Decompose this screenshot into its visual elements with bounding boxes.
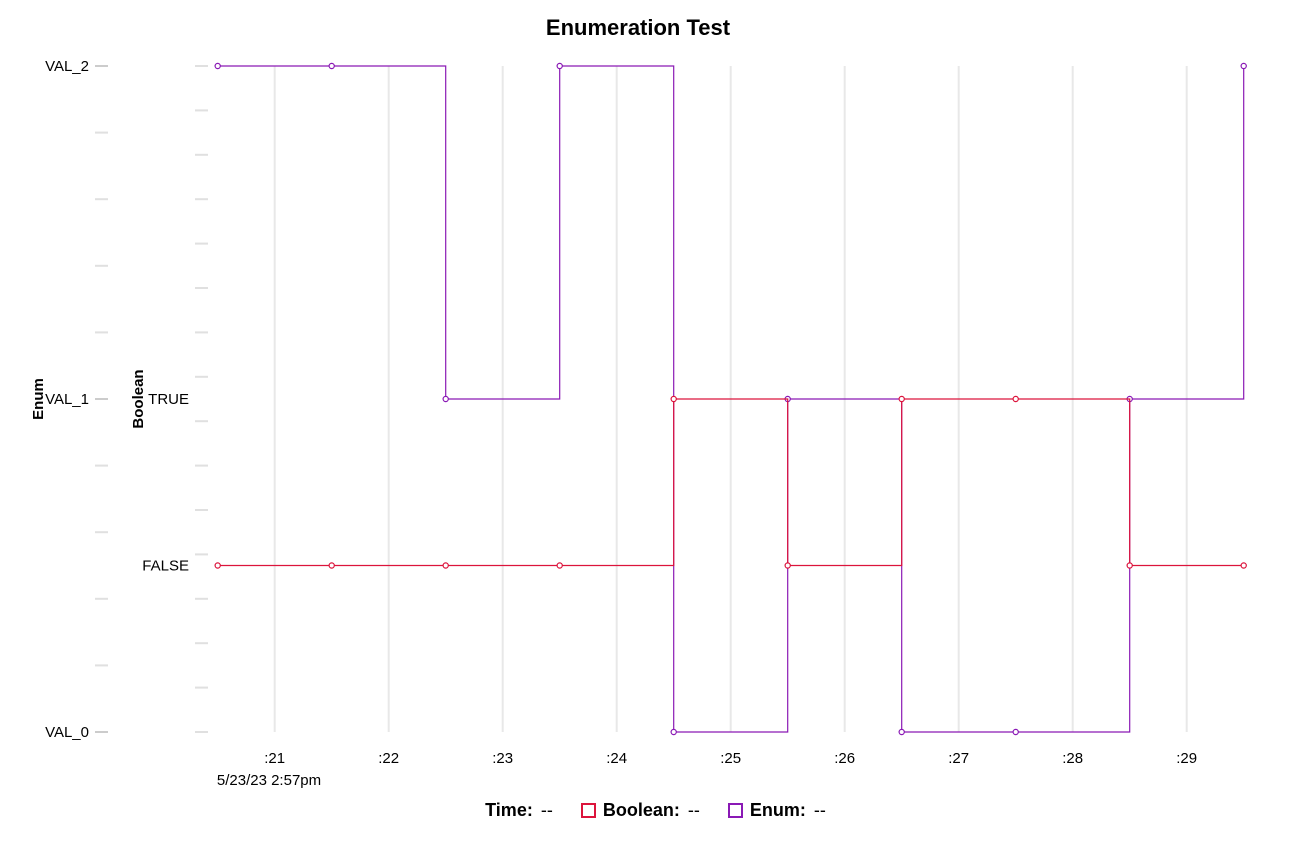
enum-series-line — [217, 65, 1245, 733]
legend-boolean[interactable]: Boolean: -- — [580, 800, 700, 821]
x-tick-label: :28 — [1062, 750, 1083, 767]
x-tick-label: :23 — [492, 750, 513, 767]
x-tick-label: :25 — [720, 750, 741, 767]
legend-time-label: Time: — [485, 800, 533, 820]
boolean-data-point[interactable] — [556, 562, 563, 569]
chart-title: Enumeration Test — [546, 15, 731, 40]
legend-enum-label: Enum: — [749, 800, 806, 820]
boolean-data-point[interactable] — [1012, 395, 1019, 403]
boolean-data-point[interactable] — [898, 395, 905, 403]
enum-data-point[interactable] — [670, 728, 677, 736]
boolean-data-point[interactable] — [214, 562, 221, 569]
legend-boolean-value: -- — [687, 800, 700, 820]
boolean-axis: FALSE TRUE — [142, 65, 208, 733]
boolean-data-point[interactable] — [328, 562, 335, 569]
boolean-data-point[interactable] — [1240, 562, 1247, 569]
legend: Time: -- Boolean: -- Enum: -- — [0, 800, 1311, 821]
legend-time: Time: -- — [485, 800, 553, 821]
boolean-swatch-icon — [580, 803, 596, 818]
enum-data-point[interactable] — [1240, 62, 1247, 70]
x-tick-label: :22 — [378, 750, 399, 767]
enum-data-point[interactable] — [214, 62, 221, 70]
boolean-tick-label: TRUE — [148, 391, 189, 408]
x-tick-label: :26 — [834, 750, 855, 767]
boolean-data-point[interactable] — [784, 562, 791, 569]
time-axis: :21 :22 :23 :24 :25 :26 :27 :28 :29 — [264, 750, 1197, 767]
boolean-data-point[interactable] — [670, 395, 677, 403]
date-label: 5/23/23 2:57pm — [217, 772, 321, 789]
enum-tick-label: VAL_0 — [45, 724, 89, 741]
boolean-data-point[interactable] — [1126, 562, 1133, 569]
boolean-tick-label: FALSE — [142, 558, 189, 575]
x-tick-label: :29 — [1176, 750, 1197, 767]
legend-enum[interactable]: Enum: -- — [727, 800, 826, 821]
enum-data-point[interactable] — [328, 62, 335, 70]
enum-swatch-icon — [727, 803, 743, 818]
enum-axis-title: Enum — [30, 378, 47, 420]
legend-enum-value: -- — [813, 800, 826, 820]
x-tick-label: :27 — [948, 750, 969, 767]
series-layer — [214, 62, 1247, 736]
enum-data-point[interactable] — [1012, 728, 1019, 736]
boolean-axis-title: Boolean — [130, 369, 147, 428]
enum-data-point[interactable] — [556, 62, 563, 70]
enum-tick-label: VAL_2 — [45, 58, 89, 75]
x-tick-label: :24 — [606, 750, 627, 767]
boolean-series-line — [217, 398, 1244, 567]
enum-data-point[interactable] — [442, 395, 449, 403]
enum-tick-label: VAL_1 — [45, 391, 89, 408]
legend-time-value: -- — [540, 800, 553, 820]
boolean-data-point[interactable] — [442, 562, 449, 569]
legend-boolean-label: Boolean: — [602, 800, 680, 820]
enum-axis: VAL_0 VAL_1 VAL_2 — [45, 58, 108, 741]
enum-data-point[interactable] — [898, 728, 905, 736]
x-tick-label: :21 — [264, 750, 285, 767]
